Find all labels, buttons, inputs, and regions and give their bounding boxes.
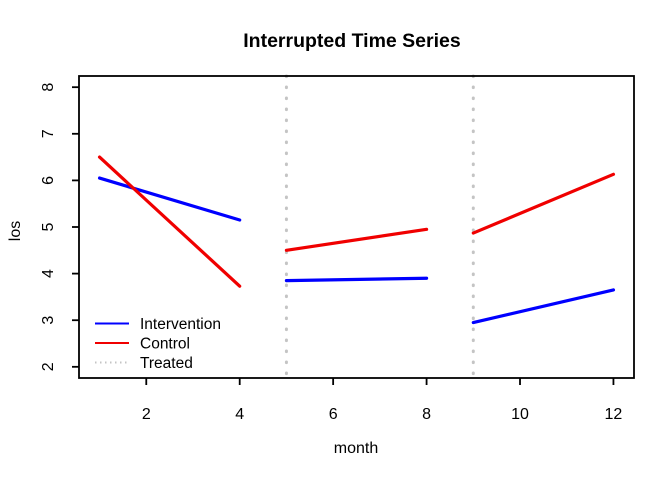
y-tick-label: 7 [40,129,57,138]
legend-label-control: Control [140,336,190,353]
y-tick-label: 8 [40,83,57,92]
x-tick-label: 6 [329,406,338,423]
legend-label-intervention: Intervention [140,316,221,333]
chart-title: Interrupted Time Series [243,30,461,52]
x-tick-label: 4 [235,406,244,423]
plot-area: 2 4 6 8 10 12 2 3 4 5 6 7 8 Intervention Control Treate… [40,74,635,423]
legend-label-treated: Treated [140,355,193,372]
series-line-intervention [284,276,429,283]
x-tick-label: 10 [511,406,529,423]
y-tick-label: 3 [40,316,57,325]
x-tick-label: 2 [142,406,151,423]
y-tick-label: 6 [40,176,57,185]
series-line-control [284,227,429,252]
y-axis-label: los [7,221,24,241]
y-tick-label: 2 [40,362,57,371]
y-tick-label: 4 [40,269,57,278]
x-axis-label: month [334,440,378,457]
series-line-intervention [97,176,242,222]
series-line-intervention [471,288,616,325]
series-line-control [471,172,616,235]
y-tick-label: 5 [40,222,57,231]
x-tick-label: 12 [605,406,623,423]
series-line-control [97,155,242,288]
x-tick-label: 8 [422,406,431,423]
